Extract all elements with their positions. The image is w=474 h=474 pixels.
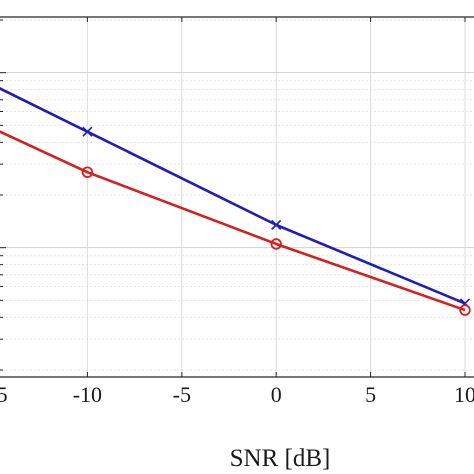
x-tick-label: -15 <box>0 382 8 407</box>
data-point-x-marker <box>271 219 282 230</box>
tick-labels: -15 -10 -5 0 5 10 <box>0 382 474 407</box>
data-point-x-marker <box>82 126 93 137</box>
series-line-1 <box>0 87 466 305</box>
x-tick-label: -10 <box>73 382 102 407</box>
data-point-circle-marker <box>459 304 471 316</box>
x-tick-label: 10 <box>454 382 474 407</box>
x-tick-label: -5 <box>173 382 191 407</box>
x-axis-title: SNR [dB] <box>230 445 331 472</box>
x-tick-label: 0 <box>271 382 282 407</box>
series-line-2 <box>0 130 466 312</box>
x-tick-label: 5 <box>365 382 376 407</box>
data-point-circle-marker <box>81 166 94 178</box>
grid <box>0 17 474 377</box>
series-layer <box>0 87 471 316</box>
axes <box>0 16 474 378</box>
data-point-circle-marker <box>270 238 282 250</box>
